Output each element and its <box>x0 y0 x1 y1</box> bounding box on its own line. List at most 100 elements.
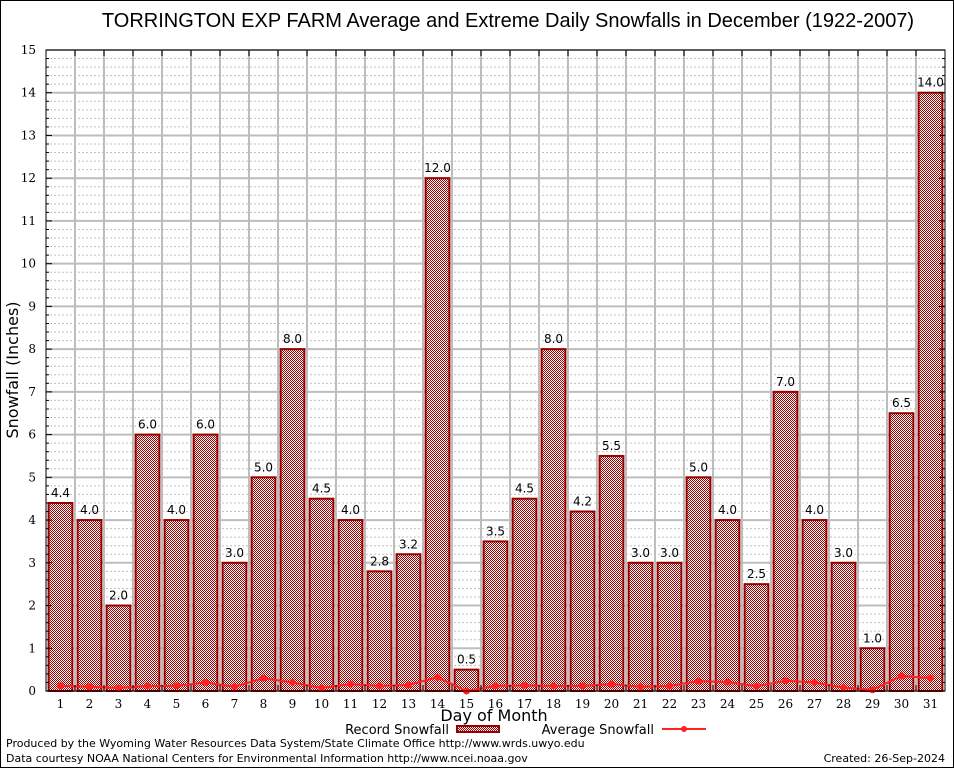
bars <box>47 91 944 693</box>
x-tick-label-day-6: 6 <box>202 697 210 711</box>
x-tick-label-day-30: 30 <box>894 697 909 711</box>
y-tick-label: 8 <box>28 342 36 356</box>
x-tick-label-day-8: 8 <box>260 697 268 711</box>
bar-record-day-9 <box>279 348 306 692</box>
bar-record-day-6 <box>192 433 219 692</box>
average-point-day-3 <box>115 684 122 692</box>
data-label-day-13: 3.2 <box>399 537 418 551</box>
data-label-day-5: 4.0 <box>167 503 186 517</box>
x-tick-label-day-9: 9 <box>289 697 297 711</box>
bar-record-day-24 <box>714 519 741 692</box>
x-tick-label-day-20: 20 <box>604 697 619 711</box>
chart-title: TORRINGTON EXP FARM Average and Extreme … <box>102 10 914 32</box>
bar-record-day-27 <box>801 519 828 692</box>
average-point-day-23 <box>695 677 702 685</box>
x-tick-label-day-24: 24 <box>720 697 736 711</box>
average-point-day-17 <box>521 681 528 689</box>
bar-record-day-7 <box>221 561 248 692</box>
data-label-day-19: 4.2 <box>573 495 592 509</box>
y-tick-label: 0 <box>28 684 36 698</box>
data-label-day-6: 6.0 <box>196 418 215 432</box>
legend-record-label: Record Snowfall <box>345 723 449 738</box>
average-point-day-6 <box>202 678 209 686</box>
average-point-day-11 <box>347 680 354 688</box>
x-tick-label-day-15: 15 <box>459 697 474 711</box>
bar-labels: 4.4 4.0 2.0 6.0 4.0 6.0 3.0 5.0 8.0 4.5 4.0 2.8 3.2 1… <box>51 76 944 667</box>
y-tick-label: 3 <box>28 556 36 570</box>
average-point-day-26 <box>782 677 789 685</box>
x-tick-label-day-23: 23 <box>691 697 706 711</box>
bar-record-day-25 <box>743 583 770 693</box>
average-point-day-29 <box>869 686 876 694</box>
x-tick-label-day-28: 28 <box>836 697 851 711</box>
bar-record-day-23 <box>685 476 712 693</box>
x-tick-label-day-22: 22 <box>662 697 677 711</box>
x-tick-label-day-5: 5 <box>173 697 181 711</box>
bar-record-day-18 <box>540 348 567 692</box>
data-label-day-16: 3.5 <box>486 524 505 538</box>
average-point-day-22 <box>666 682 673 690</box>
y-tick-label: 1 <box>28 641 36 655</box>
average-point-day-31 <box>927 674 934 682</box>
y-tick-label: 7 <box>28 385 36 399</box>
x-tick-label-day-3: 3 <box>115 697 123 711</box>
data-label-day-24: 4.0 <box>718 503 737 517</box>
average-point-day-12 <box>376 682 383 690</box>
data-label-day-31: 14.0 <box>917 76 944 90</box>
data-label-day-26: 7.0 <box>776 375 795 389</box>
bar-record-day-29 <box>859 647 886 692</box>
x-axis-label: Day of Month <box>440 706 547 725</box>
x-tick-label-day-31: 31 <box>923 697 938 711</box>
x-tick-label-day-27: 27 <box>807 697 822 711</box>
average-point-day-27 <box>811 678 818 686</box>
data-label-day-22: 3.0 <box>660 546 679 560</box>
bar-record-day-26 <box>772 390 799 692</box>
bar-record-day-3 <box>105 604 132 692</box>
bar-record-day-2 <box>76 519 103 692</box>
bar-record-day-20 <box>598 454 625 693</box>
x-tick-label-day-18: 18 <box>546 697 561 711</box>
average-point-day-24 <box>724 678 731 686</box>
average-point-day-1 <box>57 682 64 690</box>
x-tick-label-day-11: 11 <box>343 697 358 711</box>
data-label-day-4: 6.0 <box>138 418 157 432</box>
average-point-day-20 <box>608 680 615 688</box>
y-tick-label: 6 <box>28 428 36 442</box>
bar-record-day-19 <box>569 510 596 692</box>
y-tick-label: 13 <box>21 128 36 142</box>
x-tick-label-day-25: 25 <box>749 697 764 711</box>
footer-created: Created: 26-Sep-2024 <box>824 752 945 765</box>
average-point-day-8 <box>260 674 267 682</box>
data-label-day-9: 8.0 <box>283 332 302 346</box>
data-label-day-23: 5.0 <box>689 460 708 474</box>
bar-record-day-31 <box>917 91 944 692</box>
average-point-day-2 <box>86 683 93 691</box>
bar-record-day-12 <box>366 570 393 693</box>
data-label-day-25: 2.5 <box>747 567 766 581</box>
average-point-day-14 <box>434 673 441 681</box>
data-label-day-29: 1.0 <box>863 631 882 645</box>
bar-record-day-11 <box>337 519 364 692</box>
data-label-day-3: 2.0 <box>109 589 128 603</box>
bar-record-day-5 <box>163 519 190 692</box>
bar-record-day-16 <box>482 540 509 693</box>
average-point-day-16 <box>492 682 499 690</box>
data-label-day-17: 4.5 <box>515 482 534 496</box>
bar-record-day-28 <box>830 561 857 692</box>
x-tick-label-day-2: 2 <box>86 697 94 711</box>
data-label-day-28: 3.0 <box>834 546 853 560</box>
x-tick-label-day-17: 17 <box>517 697 532 711</box>
x-tick-label-day-13: 13 <box>401 697 416 711</box>
data-label-day-12: 2.8 <box>370 554 389 568</box>
data-label-day-18: 8.0 <box>544 332 563 346</box>
x-tick-label-day-7: 7 <box>231 697 239 711</box>
data-label-day-8: 5.0 <box>254 460 273 474</box>
y-tick-label: 14 <box>21 86 37 100</box>
x-tick-label-day-19: 19 <box>575 697 590 711</box>
y-tick-label: 2 <box>28 599 36 613</box>
y-tick-label: 12 <box>21 171 36 185</box>
x-tick-label-day-21: 21 <box>633 697 648 711</box>
average-point-day-30 <box>898 672 905 680</box>
x-tick-label-day-4: 4 <box>144 697 152 711</box>
